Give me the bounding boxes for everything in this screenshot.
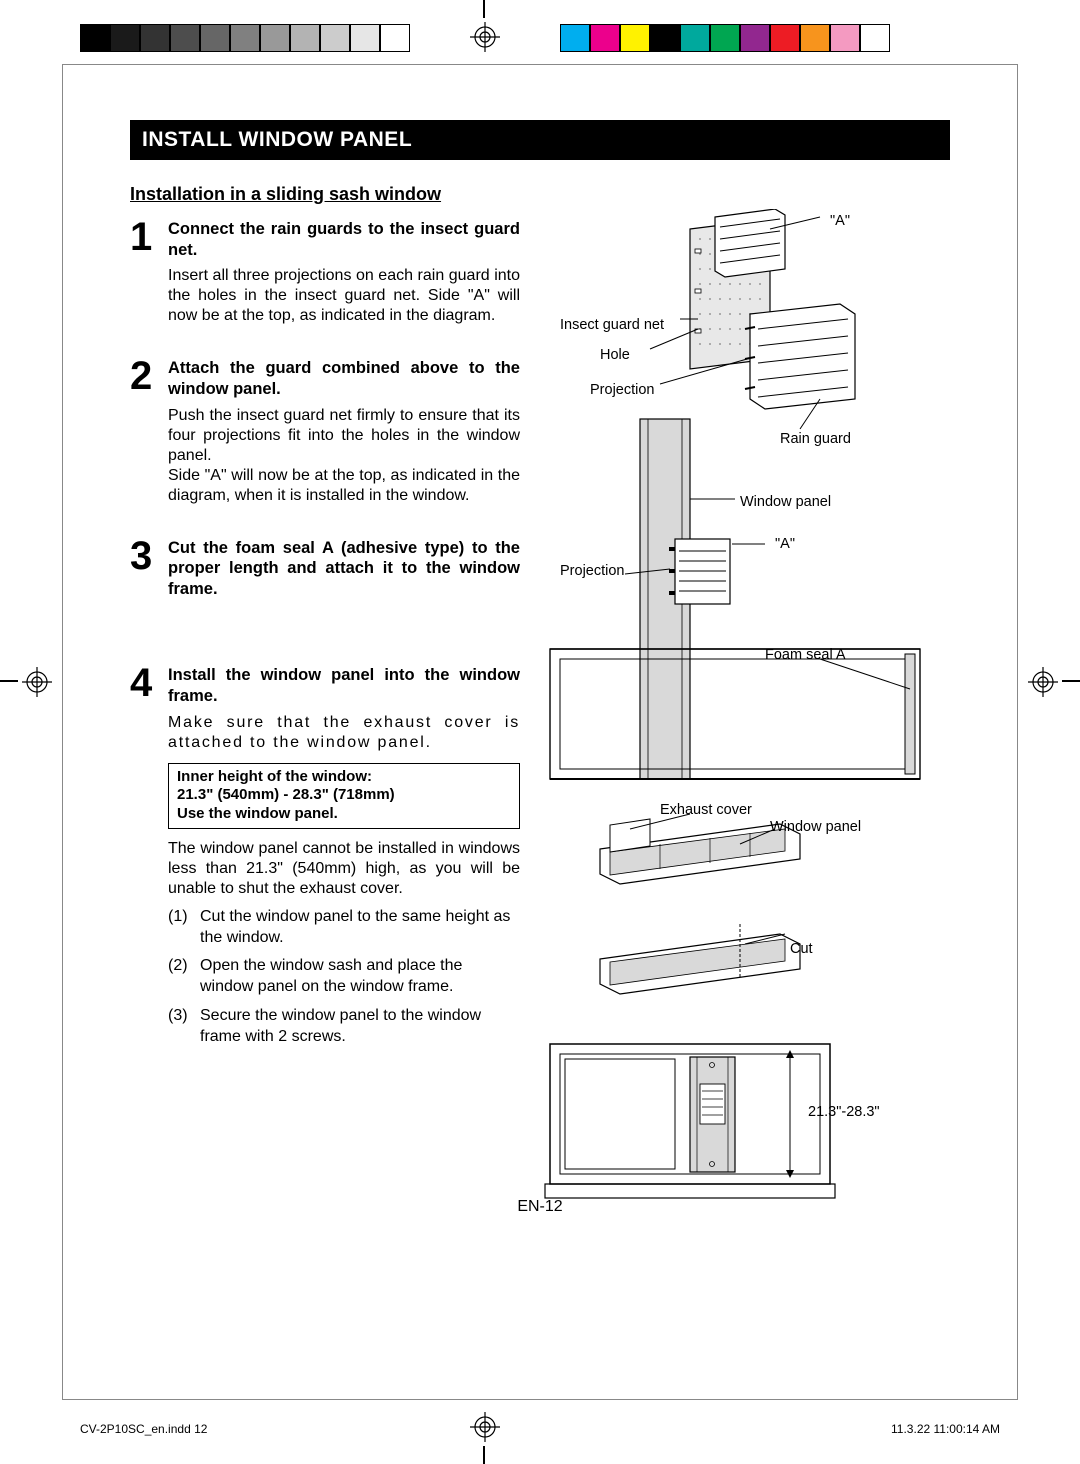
color-swatches	[560, 24, 890, 52]
label-projection2: Projection	[560, 563, 624, 579]
frame-line	[62, 1399, 1018, 1400]
registration-bars	[0, 24, 1080, 54]
step-1: 1 Connect the rain guards to the insect …	[130, 219, 520, 326]
label-cut: Cut	[790, 941, 813, 957]
label-a-mid: "A"	[775, 536, 795, 552]
step-title: Connect the rain guards to the insect gu…	[168, 219, 520, 260]
label-window-panel: Window panel	[740, 494, 831, 510]
crop-mark	[1062, 680, 1080, 682]
sub-list-num: (2)	[168, 956, 200, 998]
sub-list-text: Open the window sash and place the windo…	[200, 956, 520, 998]
footer: CV-2P10SC_en.indd 12 11.3.22 11:00:14 AM	[80, 1422, 1000, 1436]
footer-filename: CV-2P10SC_en.indd 12	[80, 1422, 207, 1436]
page-content: INSTALL WINDOW PANEL Installation in a s…	[130, 120, 950, 1088]
sub-list-item: (2) Open the window sash and place the w…	[168, 956, 520, 998]
step-title: Install the window panel into the window…	[168, 665, 520, 706]
text-column: 1 Connect the rain guards to the insect …	[130, 219, 520, 1088]
label-hole: Hole	[600, 347, 630, 363]
footer-timestamp: 11.3.22 11:00:14 AM	[891, 1422, 1000, 1436]
sub-list-item: (3) Secure the window panel to the windo…	[168, 1006, 520, 1048]
info-box: Inner height of the window: 21.3" (540mm…	[168, 763, 520, 829]
diagram-exhaust-cover	[540, 809, 930, 1009]
sub-list-num: (3)	[168, 1006, 200, 1048]
label-window-panel2: Window panel	[770, 819, 861, 835]
step-4: 4 Install the window panel into the wind…	[130, 665, 520, 1055]
crop-mark	[483, 1446, 485, 1464]
registration-mark	[1028, 667, 1058, 697]
sub-list-item: (1) Cut the window panel to the same hei…	[168, 907, 520, 949]
sub-list-text: Cut the window panel to the same height …	[200, 907, 520, 949]
registration-mark	[22, 667, 52, 697]
step-number: 4	[130, 665, 168, 1055]
frame-line	[1017, 64, 1018, 1400]
label-a: "A"	[830, 213, 850, 229]
step-number: 1	[130, 219, 168, 326]
step-title: Cut the foam seal A (adhesive type) to t…	[168, 538, 520, 600]
diagram-column: "A" Insect guard net Hole Projection Rai…	[540, 219, 930, 1088]
step-2: 2 Attach the guard combined above to the…	[130, 358, 520, 505]
frame-line	[62, 64, 1018, 65]
step-body: Insert all three projections on each rai…	[168, 266, 520, 326]
sub-list-num: (1)	[168, 907, 200, 949]
label-height-range: 21.3"-28.3"	[808, 1104, 880, 1120]
step-3: 3 Cut the foam seal A (adhesive type) to…	[130, 538, 520, 606]
label-insect-guard: Insect guard net	[560, 317, 664, 333]
step-number: 2	[130, 358, 168, 505]
label-foam-seal: Foam seal A	[765, 647, 846, 663]
step-body: Push the insect guard net firmly to ensu…	[168, 406, 520, 506]
step-number: 3	[130, 538, 168, 606]
sub-list-text: Secure the window panel to the window fr…	[200, 1006, 520, 1048]
step-note: The window panel cannot be installed in …	[168, 839, 520, 899]
grayscale-swatches	[80, 24, 410, 52]
step-title: Attach the guard combined above to the w…	[168, 358, 520, 399]
crop-mark	[0, 680, 18, 682]
registration-mark	[470, 22, 500, 52]
sub-list: (1) Cut the window panel to the same hei…	[168, 907, 520, 1048]
label-projection: Projection	[590, 382, 654, 398]
section-header: INSTALL WINDOW PANEL	[130, 120, 950, 160]
diagram-window-panel	[540, 409, 930, 789]
page-number: EN-12	[130, 1198, 950, 1216]
frame-line	[62, 64, 63, 1400]
section-subtitle: Installation in a sliding sash window	[130, 184, 950, 205]
crop-mark	[483, 0, 485, 18]
label-exhaust-cover: Exhaust cover	[660, 802, 752, 818]
step-body: Make sure that the exhaust cover is atta…	[168, 713, 520, 753]
